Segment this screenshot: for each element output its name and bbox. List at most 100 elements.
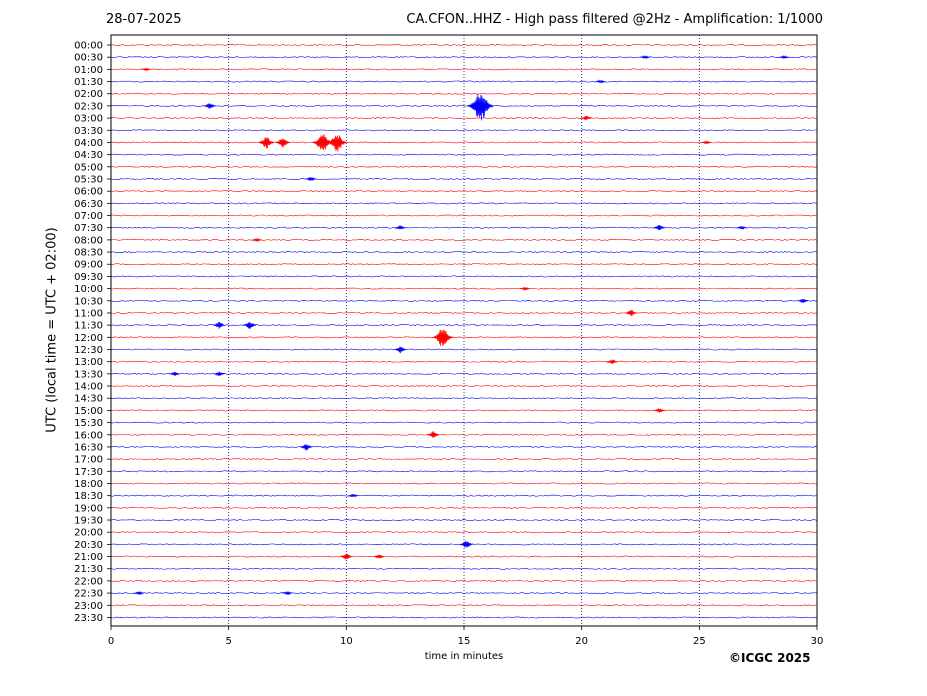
- event-burst: [395, 225, 406, 230]
- event-burst: [213, 371, 225, 377]
- event-burst: [373, 554, 385, 559]
- event-burst: [340, 554, 353, 560]
- y-tick-label: 13:30: [74, 369, 103, 380]
- trace-0900: [110, 263, 818, 266]
- y-tick-label: 11:30: [74, 321, 103, 332]
- trace-1630: [110, 446, 818, 448]
- event-burst: [701, 140, 712, 145]
- event-burst: [275, 138, 291, 147]
- y-tick-label: 23:00: [74, 601, 103, 612]
- y-tick-label: 02:30: [74, 101, 103, 112]
- copyright-label: ©ICGC 2025: [729, 651, 811, 665]
- x-tick-label: 30: [811, 636, 824, 647]
- event-burst: [251, 238, 262, 242]
- trace-0400: [110, 141, 818, 144]
- trace-1730: [110, 470, 818, 473]
- event-burst: [300, 444, 313, 451]
- vertical-grid: [228, 35, 700, 626]
- event-burst: [348, 493, 359, 498]
- y-tick-label: 23:30: [74, 613, 103, 624]
- trace-1800: [110, 482, 818, 485]
- event-burst: [432, 329, 454, 346]
- y-tick-label: 22:30: [74, 589, 103, 600]
- y-tick-label: 10:30: [74, 296, 103, 307]
- event-burst: [520, 286, 531, 291]
- trace-0330: [110, 129, 818, 132]
- event-burst: [213, 321, 226, 329]
- event-burst: [467, 93, 494, 121]
- trace-1400: [110, 385, 818, 387]
- y-tick-label: 02:00: [74, 89, 103, 100]
- trace-group: [110, 44, 818, 619]
- trace-2100: [110, 555, 818, 558]
- y-tick-label: 19:00: [74, 503, 103, 514]
- y-tick-label: 20:00: [74, 528, 103, 539]
- y-tick-label: 21:30: [74, 564, 103, 575]
- x-tick-label: 15: [458, 636, 471, 647]
- y-tick-label: 01:30: [74, 77, 103, 88]
- event-burst: [459, 540, 473, 548]
- y-tick-label: 01:00: [74, 65, 103, 76]
- trace-1200: [110, 336, 818, 339]
- y-tick-label: 11:00: [74, 308, 103, 319]
- x-axis-ticks: 0 5 10 15 20 25 30: [108, 626, 824, 647]
- trace-0100: [110, 68, 818, 71]
- y-tick-label: 03:30: [74, 126, 103, 137]
- y-tick-label: 08:30: [74, 248, 103, 259]
- event-burst: [243, 322, 257, 329]
- y-tick-label: 16:00: [74, 430, 103, 441]
- event-burst: [258, 137, 275, 149]
- y-tick-label: 16:30: [74, 442, 103, 453]
- y-tick-label: 17:00: [74, 455, 103, 466]
- x-tick-label: 20: [575, 636, 588, 647]
- trace-1700: [110, 458, 818, 461]
- y-tick-label: 09:00: [74, 260, 103, 271]
- trace-0030: [110, 56, 818, 59]
- y-tick-label: 00:00: [74, 41, 103, 52]
- trace-0800: [110, 238, 818, 241]
- y-tick-label: 04:30: [74, 150, 103, 161]
- trace-0200: [110, 92, 818, 95]
- x-tick-label: 0: [108, 636, 114, 647]
- y-tick-label: 07:30: [74, 223, 103, 234]
- event-burst: [606, 359, 618, 364]
- event-burst: [653, 408, 665, 413]
- y-tick-label: 18:30: [74, 491, 103, 502]
- y-tick-label: 22:00: [74, 576, 103, 587]
- trace-0530: [110, 178, 818, 180]
- trace-0600: [110, 190, 818, 193]
- y-tick-label: 05:00: [74, 162, 103, 173]
- event-burst: [653, 225, 666, 231]
- trace-1230: [110, 348, 818, 351]
- trace-1900: [110, 506, 818, 509]
- trace-2300: [110, 604, 818, 607]
- trace-1100: [110, 312, 818, 314]
- y-tick-label: 10:00: [74, 284, 103, 295]
- trace-0300: [110, 117, 818, 120]
- y-tick-label: 14:00: [74, 382, 103, 393]
- y-tick-label: 14:30: [74, 394, 103, 405]
- event-burst: [141, 67, 152, 72]
- y-tick-label: 17:30: [74, 467, 103, 478]
- event-burst: [203, 103, 216, 109]
- trace-0830: [110, 251, 818, 253]
- trace-1030: [110, 299, 818, 302]
- event-burst: [282, 590, 293, 596]
- event-burst: [640, 54, 651, 60]
- x-axis-label: time in minutes: [424, 651, 504, 662]
- trace-1930: [110, 519, 818, 521]
- trace-0230: [110, 104, 818, 107]
- event-burst: [778, 54, 790, 60]
- trace-1330: [110, 372, 818, 375]
- trace-2000: [110, 531, 818, 534]
- x-tick-label: 25: [693, 636, 706, 647]
- x-tick-label: 5: [225, 636, 231, 647]
- event-burst: [595, 79, 606, 84]
- event-burst: [624, 309, 638, 317]
- event-burst: [326, 135, 347, 152]
- event-burst: [134, 590, 145, 596]
- y-tick-label: 12:30: [74, 345, 103, 356]
- trace-0930: [110, 275, 818, 278]
